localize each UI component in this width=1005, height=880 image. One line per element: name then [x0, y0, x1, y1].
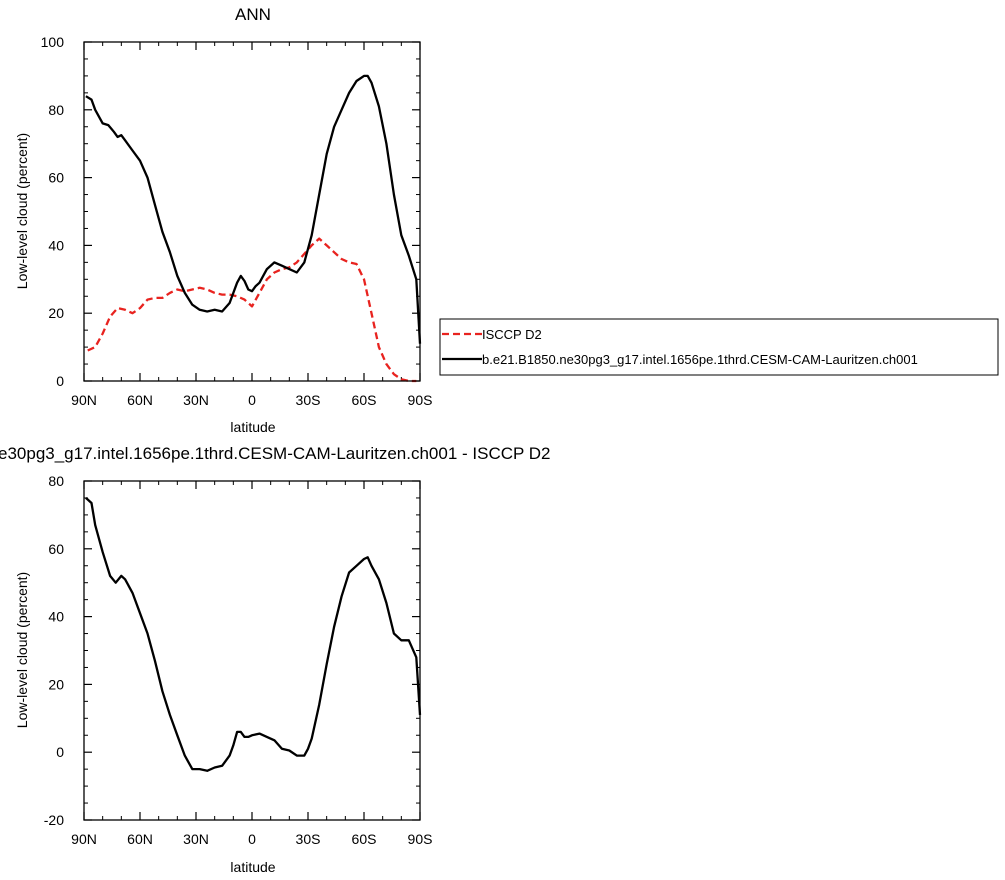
y-axis-label: Low-level cloud (percent) [14, 133, 30, 289]
y-tick-label: 100 [41, 34, 65, 50]
y-tick-label: 0 [56, 373, 64, 389]
x-tick-label: 60N [127, 392, 153, 408]
panel-title: ANN [235, 5, 271, 24]
x-tick-label: 60S [352, 392, 377, 408]
x-axis-label: latitude [230, 859, 275, 875]
y-tick-label: 60 [48, 170, 64, 186]
axis-ticks: -20 0 20 40 60 80 90N 60N 30N 0 30S 60S 90S [44, 473, 433, 847]
axis-ticks: 0 20 40 60 80 100 90N 60N 30N 0 30S 60S 90S [41, 34, 433, 408]
y-tick-label: 20 [48, 305, 64, 321]
x-tick-label: 0 [248, 392, 256, 408]
y-tick-label: 80 [48, 473, 64, 489]
panel-title: e30pg3_g17.intel.1656pe.1thrd.CESM-CAM-L… [0, 444, 551, 463]
y-tick-label: 60 [48, 541, 64, 557]
y-tick-label: 40 [48, 237, 64, 253]
y-tick-label: 0 [56, 744, 64, 760]
x-tick-label: 30N [183, 392, 209, 408]
legend-box [439, 318, 999, 376]
panel-difference: e30pg3_g17.intel.1656pe.1thrd.CESM-CAM-L… [0, 444, 551, 875]
series-line-0 [87, 237, 417, 383]
x-tick-label: 30S [296, 831, 321, 847]
y-tick-label: 40 [48, 609, 64, 625]
x-tick-label: 0 [248, 831, 256, 847]
x-axis-label: latitude [230, 419, 275, 435]
x-tick-label: 90N [71, 392, 97, 408]
x-tick-label: 30N [183, 831, 209, 847]
x-tick-label: 30S [296, 392, 321, 408]
series-line-1 [85, 74, 422, 344]
x-tick-label: 90S [408, 392, 433, 408]
x-tick-label: 60N [127, 831, 153, 847]
plot-frame [83, 480, 421, 821]
y-tick-label: 20 [48, 676, 64, 692]
series-lines [85, 497, 422, 772]
y-axis-label: Low-level cloud (percent) [14, 572, 30, 728]
panel-annual-cloud: ANN Low-level cloud (percent) latitude 0… [14, 5, 432, 435]
legend: ISCCP D2 b.e21.B1850.ne30pg3_g17.intel.1… [439, 318, 999, 376]
series-line-0 [85, 497, 422, 772]
x-tick-label: 90N [71, 831, 97, 847]
y-tick-label: 80 [48, 102, 64, 118]
y-tick-label: -20 [44, 812, 64, 828]
series-lines [85, 74, 422, 383]
x-tick-label: 90S [408, 831, 433, 847]
legend-label-model: b.e21.B1850.ne30pg3_g17.intel.1656pe.1th… [482, 352, 918, 367]
plot-frame [83, 41, 421, 382]
x-tick-label: 60S [352, 831, 377, 847]
legend-label-isccp: ISCCP D2 [482, 327, 542, 342]
